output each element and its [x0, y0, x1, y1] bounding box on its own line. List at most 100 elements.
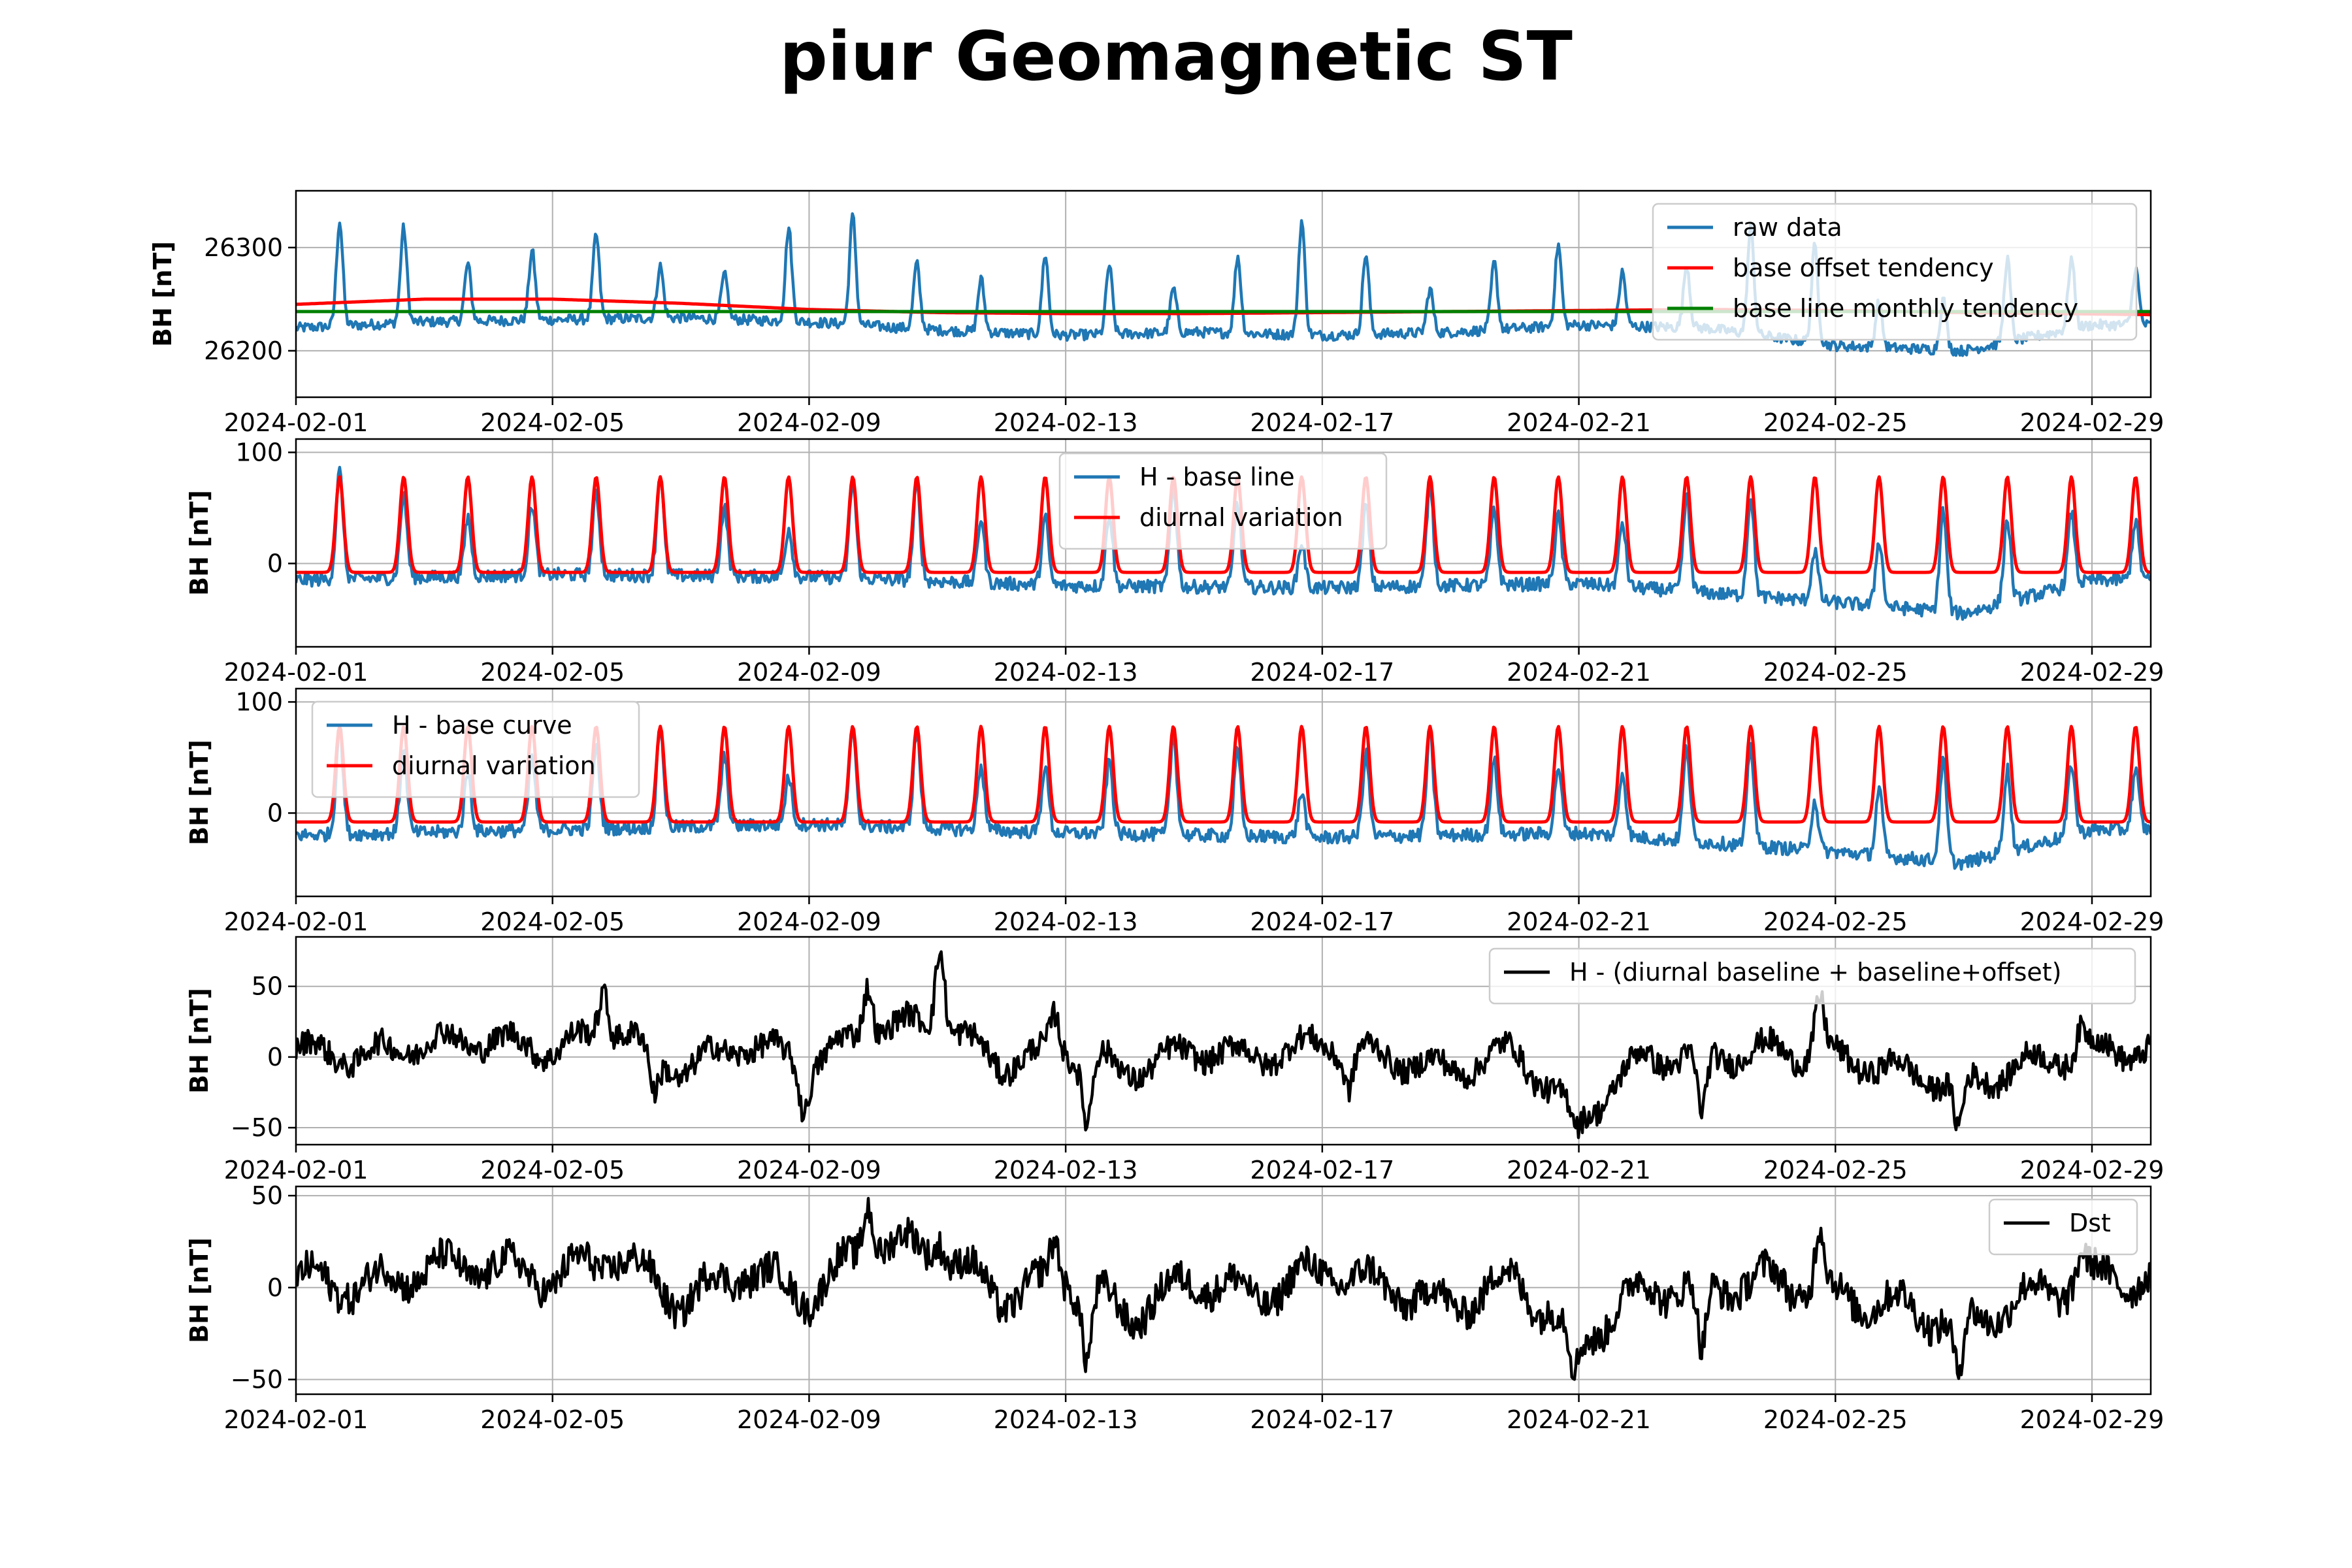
x-tick-label: 2024-02-13	[994, 658, 1138, 687]
legend: Dst	[1988, 1198, 2138, 1256]
x-tick-label: 2024-02-13	[994, 1156, 1138, 1184]
series-group	[296, 465, 2151, 621]
legend-label: Dst	[2069, 1209, 2111, 1237]
axes-frame	[295, 189, 2152, 399]
legend-box	[1058, 452, 1388, 550]
legend-box	[1988, 1198, 2138, 1256]
panel-2: 0 100 2024-02-01 2024-02-05 2024-02-09 2024-0…	[185, 438, 2164, 687]
y-axis-label: BH [nT]	[185, 490, 214, 596]
x-tick-label: 2024-02-29	[2020, 658, 2164, 687]
x-tick-label: 2024-02-17	[1250, 1156, 1394, 1184]
x-tick-label: 2024-02-17	[1250, 658, 1394, 687]
axes-frame	[295, 687, 2152, 898]
y-tick-label: 0	[267, 798, 283, 827]
y-tick-label: −50	[231, 1113, 283, 1142]
series-group	[296, 725, 2151, 871]
panel-5: −50 0 50 2024-02-01 2024-02-05 2024-02-09 2024…	[185, 1181, 2164, 1434]
x-tick-label: 2024-02-09	[737, 1156, 881, 1184]
x-tick-label: 2024-02-25	[1763, 408, 1908, 437]
x-tick-label: 2024-02-01	[224, 408, 368, 437]
legend-box	[311, 700, 640, 798]
y-tick-label: 50	[252, 1181, 283, 1210]
x-tick-label: 2024-02-09	[737, 658, 881, 687]
panel-3: 0 100 2024-02-01 2024-02-05 2024-02-09 2024-0…	[185, 687, 2164, 936]
y-tick-label: 50	[252, 972, 283, 1001]
x-tick-label: 2024-02-05	[480, 907, 625, 936]
axes-frame	[295, 936, 2152, 1146]
x-tick-label: 2024-02-09	[737, 408, 881, 437]
y-axis-label: BH [nT]	[185, 988, 214, 1094]
series-line	[296, 465, 2151, 621]
x-tick-label: 2024-02-13	[994, 408, 1138, 437]
legend-box	[1652, 203, 2138, 341]
x-tick-label: 2024-02-29	[2020, 1405, 2164, 1434]
y-tick-label: 0	[267, 1043, 283, 1071]
legend: raw data base offset tendency base line mo…	[1652, 203, 2138, 341]
series-line	[296, 950, 2151, 1139]
axes-frame	[295, 438, 2152, 648]
x-tick-label: 2024-02-01	[224, 1405, 368, 1434]
series-group	[296, 1197, 2151, 1381]
y-tick-label: 0	[267, 549, 283, 578]
x-tick-label: 2024-02-05	[480, 1405, 625, 1434]
legend-label: H - base line	[1139, 463, 1295, 491]
series-line	[296, 725, 2151, 824]
x-tick-label: 2024-02-29	[2020, 907, 2164, 936]
x-tick-label: 2024-02-25	[1763, 658, 1908, 687]
x-tick-label: 2024-02-05	[480, 658, 625, 687]
legend-label: diurnal variation	[1139, 503, 1343, 532]
y-tick-label: 100	[235, 438, 283, 466]
x-tick-label: 2024-02-25	[1763, 1156, 1908, 1184]
y-axis-label: BH [nT]	[185, 1237, 214, 1343]
legend-label: H - (diurnal baseline + baseline+offset)	[1569, 958, 2062, 987]
y-tick-label: −50	[231, 1365, 283, 1394]
axes-frame	[295, 1185, 2152, 1396]
x-tick-label: 2024-02-17	[1250, 408, 1394, 437]
panel-4: −50 0 50 2024-02-01 2024-02-05 2024-02-09 2024…	[185, 936, 2164, 1184]
chart-panels: 26200 26300 2024-02-01 2024-02-05 2024-02-09…	[148, 189, 2164, 1434]
x-tick-label: 2024-02-21	[1507, 658, 1651, 687]
x-tick-label: 2024-02-25	[1763, 907, 1908, 936]
series-line	[296, 212, 2151, 357]
y-tick-label: 26300	[204, 233, 283, 262]
panel-1: 26200 26300 2024-02-01 2024-02-05 2024-02-09…	[148, 189, 2164, 437]
x-tick-label: 2024-02-29	[2020, 1156, 2164, 1184]
legend: H - (diurnal baseline + baseline+offset)	[1488, 947, 2136, 1005]
x-tick-label: 2024-02-21	[1507, 907, 1651, 936]
legend: H - base line diurnal variation	[1058, 452, 1388, 550]
series-group	[296, 950, 2151, 1139]
legend-label: H - base curve	[392, 711, 572, 740]
x-tick-label: 2024-02-01	[224, 658, 368, 687]
x-tick-label: 2024-02-21	[1507, 1405, 1651, 1434]
legend: H - base curve diurnal variation	[311, 700, 640, 798]
y-tick-label: 100	[235, 687, 283, 716]
legend-label: diurnal variation	[392, 751, 596, 780]
x-tick-label: 2024-02-05	[480, 1156, 625, 1184]
x-tick-label: 2024-02-21	[1507, 408, 1651, 437]
series-line	[296, 475, 2151, 574]
legend-box	[1488, 947, 2136, 1005]
figure-title: piur Geomagnetic ST	[779, 18, 1573, 96]
y-tick-label: 0	[267, 1273, 283, 1302]
x-tick-label: 2024-02-01	[224, 907, 368, 936]
series-line	[296, 1197, 2151, 1381]
x-tick-label: 2024-02-25	[1763, 1405, 1908, 1434]
x-tick-label: 2024-02-21	[1507, 1156, 1651, 1184]
legend-label: base line monthly tendency	[1733, 294, 2078, 323]
legend-label: raw data	[1733, 213, 1842, 242]
x-tick-label: 2024-02-09	[737, 1405, 881, 1434]
x-tick-label: 2024-02-09	[737, 907, 881, 936]
series-line	[296, 725, 2151, 871]
x-tick-label: 2024-02-05	[480, 408, 625, 437]
x-tick-label: 2024-02-13	[994, 1405, 1138, 1434]
x-tick-label: 2024-02-17	[1250, 1405, 1394, 1434]
legend-label: base offset tendency	[1733, 253, 1994, 282]
y-axis-label: BH [nT]	[185, 740, 214, 845]
x-tick-label: 2024-02-17	[1250, 907, 1394, 936]
x-tick-label: 2024-02-01	[224, 1156, 368, 1184]
y-axis-label: BH [nT]	[148, 241, 177, 347]
x-tick-label: 2024-02-13	[994, 907, 1138, 936]
y-tick-label: 26200	[204, 336, 283, 365]
x-tick-label: 2024-02-29	[2020, 408, 2164, 437]
